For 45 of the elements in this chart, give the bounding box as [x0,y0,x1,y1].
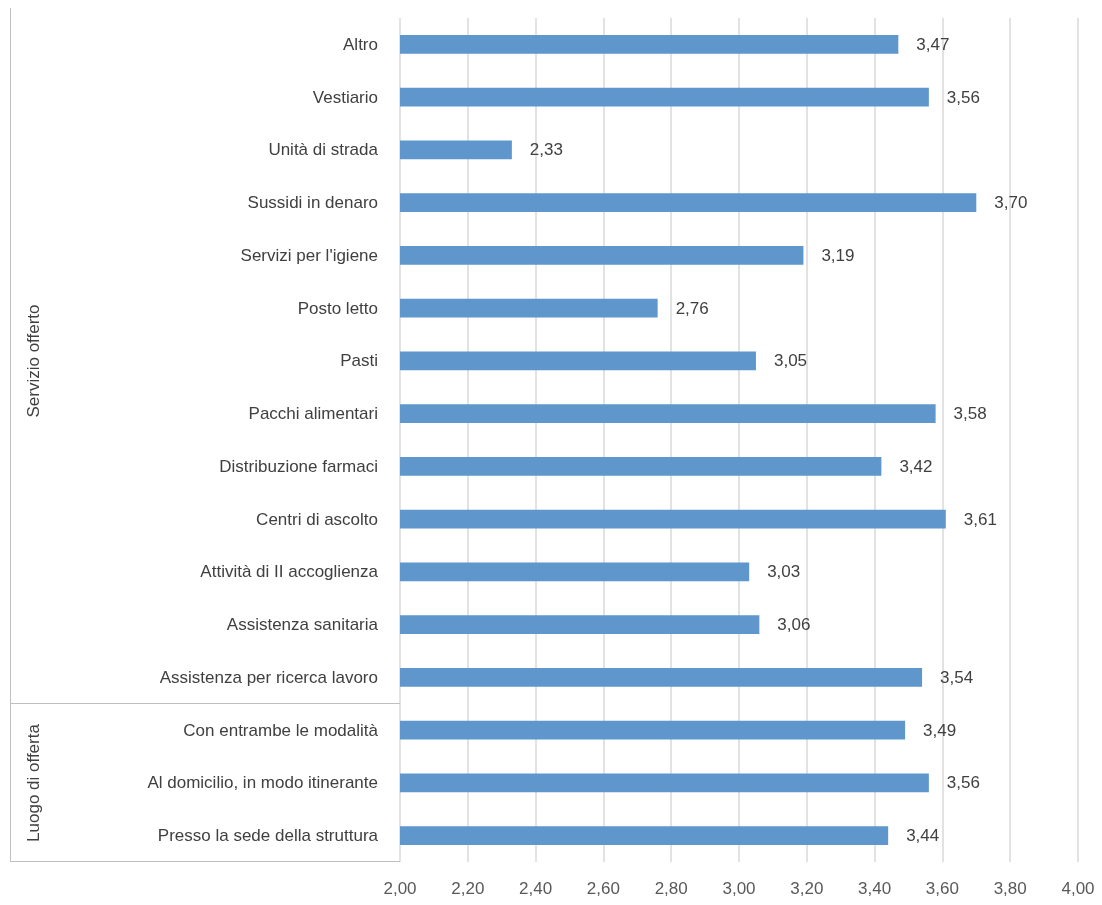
data-label: 3,03 [767,562,801,582]
data-label: 3,49 [923,720,957,740]
data-label: 3,05 [773,351,808,371]
y-tick-label: Centri di ascolto [256,509,378,529]
data-label: 3,47 [916,34,950,54]
text: Luogo di offerta [24,723,44,842]
data-label: 3,70 [994,193,1028,213]
y-tick-label: Con entrambe le modalità [183,720,379,740]
y-tick-label: Assistenza per ricerca lavoro [159,667,378,687]
text: Servizio offerto [24,304,44,418]
y-tick-label: Posto letto [297,298,378,318]
y-tick-label: Distribuzione farmaci [219,456,378,476]
data-label: 2,76 [675,298,709,318]
x-tick-label: 3,00 [722,879,756,898]
y-tick-label: Assistenza sanitaria [226,615,379,635]
x-tick-label: 2,00 [383,879,417,898]
y-tick-label: Al domicilio, in modo itinerante [147,773,378,793]
data-label: 3,61 [963,509,997,529]
y-tick-label: Presso la sede della struttura [157,826,379,846]
y-tick-label: Pacchi alimentari [248,404,378,424]
x-tick-label: 2,20 [451,879,485,898]
y-tick-label: Attività di II accoglienza [200,562,379,582]
x-tick-label: 3,20 [790,879,824,898]
data-label: 3,42 [899,456,933,476]
x-tick-label: 3,80 [993,879,1027,898]
y-tick-label: Altro [343,34,378,54]
y-tick-label: Servizi per l'igiene [240,245,378,265]
x-tick-label: 2,40 [519,879,553,898]
x-tick-label: 2,60 [586,879,620,898]
data-label: 3,56 [946,773,980,793]
y-tick-label: Pasti [340,351,378,371]
x-tick-label: 3,40 [858,879,892,898]
y-tick-label: Vestiario [312,87,378,107]
y-tick-label: Sussidi in denaro [247,193,378,213]
data-label: 3,54 [940,667,974,687]
y-tick-label: Unità di strada [268,140,379,160]
x-tick-label: 3,60 [925,879,959,898]
data-label: 3,58 [953,404,987,424]
data-label: 3,19 [821,245,855,265]
data-label: 3,44 [906,826,940,846]
x-tick-label: 4,00 [1061,879,1095,898]
data-label: 2,33 [529,140,563,160]
data-label: 3,56 [946,87,980,107]
data-label: 3,06 [777,615,811,635]
x-tick-label: 2,80 [654,879,688,898]
